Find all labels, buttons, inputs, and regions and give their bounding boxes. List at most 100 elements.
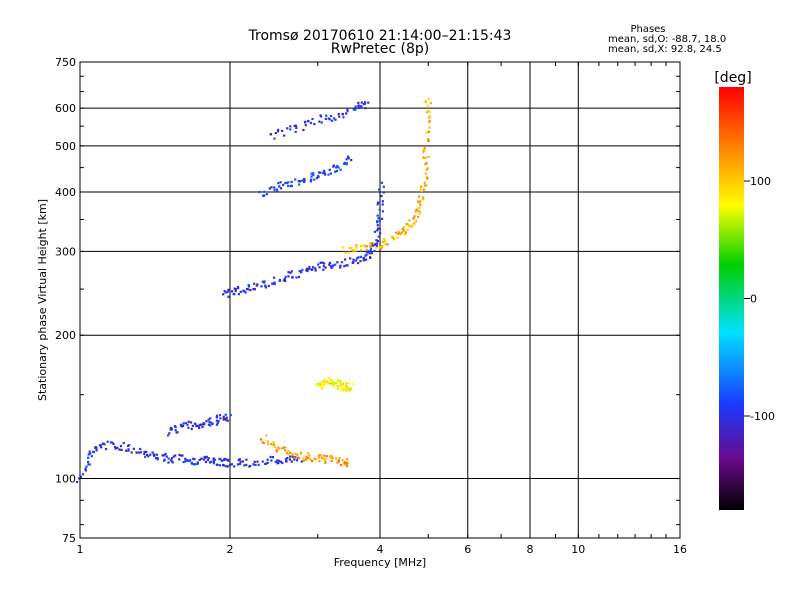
data-point <box>373 249 376 253</box>
data-point <box>269 455 272 459</box>
data-point <box>326 379 329 383</box>
data-point <box>356 261 360 265</box>
data-point <box>418 206 421 209</box>
data-point <box>316 383 319 386</box>
colorbar-tick-label: 0 <box>750 293 757 306</box>
data-point <box>309 458 312 461</box>
data-point <box>207 457 210 460</box>
data-point <box>328 261 332 265</box>
data-point <box>245 287 249 291</box>
data-point <box>346 110 349 113</box>
data-point <box>268 187 271 190</box>
data-point <box>222 415 225 418</box>
data-point <box>390 235 393 239</box>
data-point <box>178 453 181 457</box>
data-point <box>294 130 297 134</box>
data-point <box>276 459 279 462</box>
data-point <box>336 384 339 388</box>
data-point <box>275 450 279 453</box>
data-point <box>330 456 333 460</box>
data-point <box>287 184 290 188</box>
data-point <box>342 246 345 249</box>
data-point <box>347 387 350 390</box>
data-point <box>222 417 225 421</box>
chart-subtitle: RwPretec (8p) <box>331 41 429 57</box>
data-point <box>219 417 222 420</box>
data-point <box>312 172 315 175</box>
data-point <box>211 422 214 425</box>
data-point <box>322 265 325 268</box>
data-point <box>404 231 407 234</box>
data-point <box>403 230 406 233</box>
data-point <box>418 212 421 215</box>
data-point <box>331 265 334 268</box>
data-point <box>404 233 407 236</box>
data-point <box>338 115 341 118</box>
data-point <box>310 268 313 271</box>
data-point <box>294 124 298 127</box>
data-point <box>424 156 427 159</box>
data-point <box>403 226 406 229</box>
data-point <box>424 163 427 166</box>
data-point <box>276 128 280 132</box>
data-point <box>337 460 341 463</box>
colorbar-ticks: 100 0 -100 <box>744 175 775 423</box>
y-tick-label: 750 <box>55 56 76 69</box>
data-point <box>267 284 270 288</box>
data-point <box>336 378 340 382</box>
data-point <box>88 450 91 453</box>
data-point <box>225 416 228 419</box>
data-point <box>419 200 422 203</box>
data-point <box>261 280 264 283</box>
data-point <box>127 448 130 451</box>
data-point <box>360 244 363 248</box>
data-point <box>329 114 333 118</box>
data-point <box>422 196 425 199</box>
data-point <box>340 464 343 467</box>
data-point <box>370 245 373 248</box>
colorbar-tick-label: 100 <box>750 175 771 188</box>
data-point <box>352 250 355 253</box>
data-point <box>289 271 292 274</box>
data-point <box>376 203 379 206</box>
data-point <box>413 222 416 225</box>
data-point <box>176 431 179 434</box>
data-point <box>335 169 339 173</box>
data-point <box>193 458 196 461</box>
data-point <box>155 457 158 460</box>
data-point <box>336 261 339 264</box>
data-point <box>417 200 420 204</box>
data-point <box>400 231 403 234</box>
data-point <box>344 388 348 392</box>
colorbar <box>719 87 744 510</box>
data-point <box>347 157 350 160</box>
data-point <box>319 171 322 174</box>
data-point <box>370 252 373 255</box>
data-point <box>306 269 309 272</box>
data-point <box>276 189 279 192</box>
data-point <box>365 253 368 256</box>
data-point <box>234 289 237 293</box>
chart-title: Tromsø 20170610 21:14:00–21:15:43 <box>248 28 512 44</box>
data-point <box>230 463 233 466</box>
data-point <box>294 178 297 181</box>
data-point <box>426 167 429 170</box>
data-point <box>306 451 310 455</box>
data-point <box>298 183 301 186</box>
data-point <box>334 263 337 266</box>
data-point <box>287 450 290 453</box>
data-point <box>293 452 297 455</box>
data-point <box>190 462 193 465</box>
data-point <box>227 295 230 298</box>
data-point <box>199 423 202 426</box>
data-point <box>381 200 384 203</box>
data-point <box>320 121 323 124</box>
data-point <box>241 460 245 463</box>
data-point <box>324 457 327 461</box>
data-point <box>375 239 378 242</box>
data-point <box>329 382 332 385</box>
data-point <box>144 455 147 458</box>
data-point <box>359 255 363 258</box>
data-point <box>354 259 358 262</box>
data-point <box>278 447 281 450</box>
